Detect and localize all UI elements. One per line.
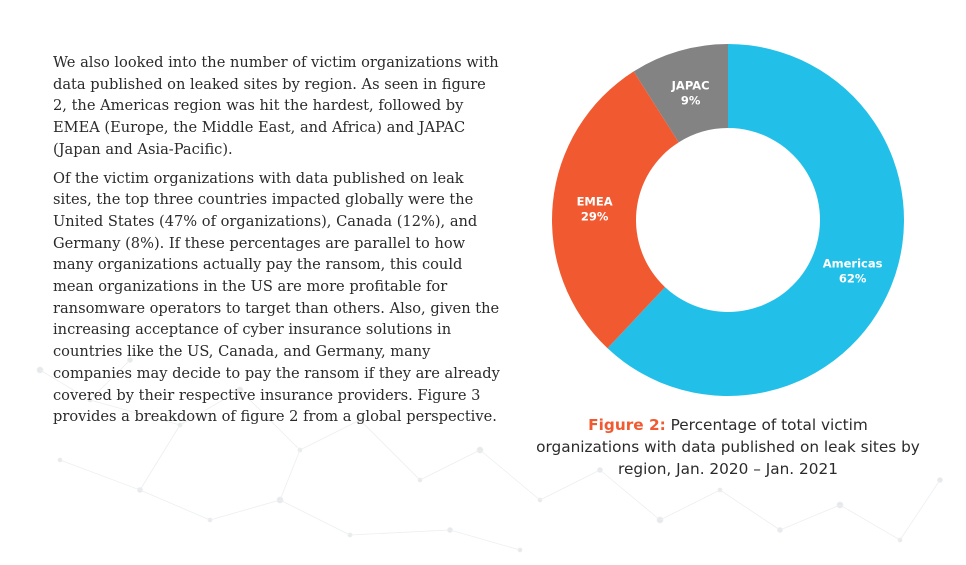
- article-body: We also looked into the number of victim…: [53, 52, 503, 435]
- slice-value-emea: 29%: [581, 209, 609, 223]
- slice-label-americas: Americas: [823, 256, 883, 270]
- slice-japac: [633, 44, 728, 143]
- background-network-pattern: [36, 357, 943, 553]
- slice-emea: [552, 71, 679, 349]
- figure-caption: Figure 2: Percentage of total victim org…: [536, 414, 920, 480]
- slice-label-japac: JAPAC: [671, 78, 710, 92]
- slice-value-japac: 9%: [681, 93, 701, 107]
- paragraph: We also looked into the number of victim…: [53, 54, 499, 158]
- paragraph: Of the victim organizations with data pu…: [53, 169, 500, 426]
- slice-label-emea: EMEA: [577, 194, 613, 208]
- donut-chart: Americas 62% EMEA 29% JAPAC 9%: [548, 40, 908, 400]
- figure-caption-text: Percentage of total victim organizations…: [536, 416, 920, 478]
- slice-americas: [607, 44, 904, 397]
- figure-label: Figure 2:: [588, 416, 666, 434]
- slice-value-americas: 62%: [839, 271, 867, 285]
